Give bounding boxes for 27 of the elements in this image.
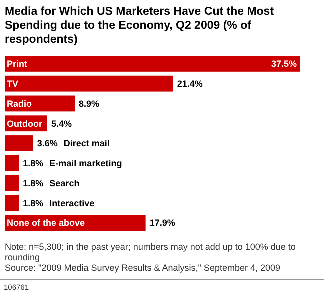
data-label: 21.4%: [177, 78, 203, 89]
data-label: 1.8%: [23, 158, 44, 169]
text: Note: n=5,300; in the past year; numbers may not add up to 100% due to rounding: [5, 242, 296, 262]
y-tick-label: Print: [7, 59, 28, 70]
data-label: 1.8%: [23, 178, 44, 188]
y-tick-label: Search: [50, 178, 80, 188]
bar: [5, 155, 20, 172]
data-label: 8.9%: [79, 98, 100, 109]
bar: [5, 195, 20, 212]
y-tick-label: Interactive: [50, 198, 95, 208]
y-tick-label: E-mail marketing: [50, 158, 122, 169]
data-label: 37.5%: [271, 59, 297, 70]
bar: [5, 76, 174, 92]
bar: [5, 175, 20, 192]
y-tick-label: Direct mail: [64, 138, 110, 149]
data-label: 3.6%: [37, 138, 58, 149]
y-tick-label: Radio: [7, 98, 33, 109]
y-tick-label: TV: [7, 78, 19, 89]
y-tick-label: None of the above: [7, 218, 86, 228]
data-label: 5.4%: [51, 118, 72, 129]
bar: [5, 136, 34, 152]
data-label: 17.9%: [150, 218, 176, 228]
data-label: 1.8%: [23, 198, 44, 208]
y-tick-label: Outdoor: [7, 118, 43, 129]
bar: [5, 56, 300, 72]
chart-title: Media for Which US Marketers Have Cut the Most Spending due to the Economy, Q2 2009 (% of respondents): [5, 6, 274, 46]
source-note: Source: "2009 Media Survey Results & Analysis," September 4, 2009: [5, 263, 281, 273]
